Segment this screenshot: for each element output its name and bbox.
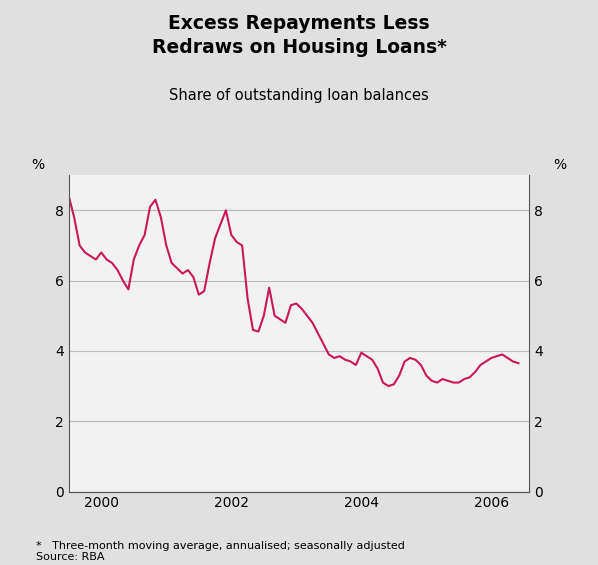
Text: Excess Repayments Less
Redraws on Housing Loans*: Excess Repayments Less Redraws on Housin…: [151, 14, 447, 57]
Text: *   Three-month moving average, annualised; seasonally adjusted
Source: RBA: * Three-month moving average, annualised…: [36, 541, 405, 562]
Text: Share of outstanding loan balances: Share of outstanding loan balances: [169, 88, 429, 103]
Text: %: %: [553, 158, 566, 172]
Text: %: %: [32, 158, 45, 172]
